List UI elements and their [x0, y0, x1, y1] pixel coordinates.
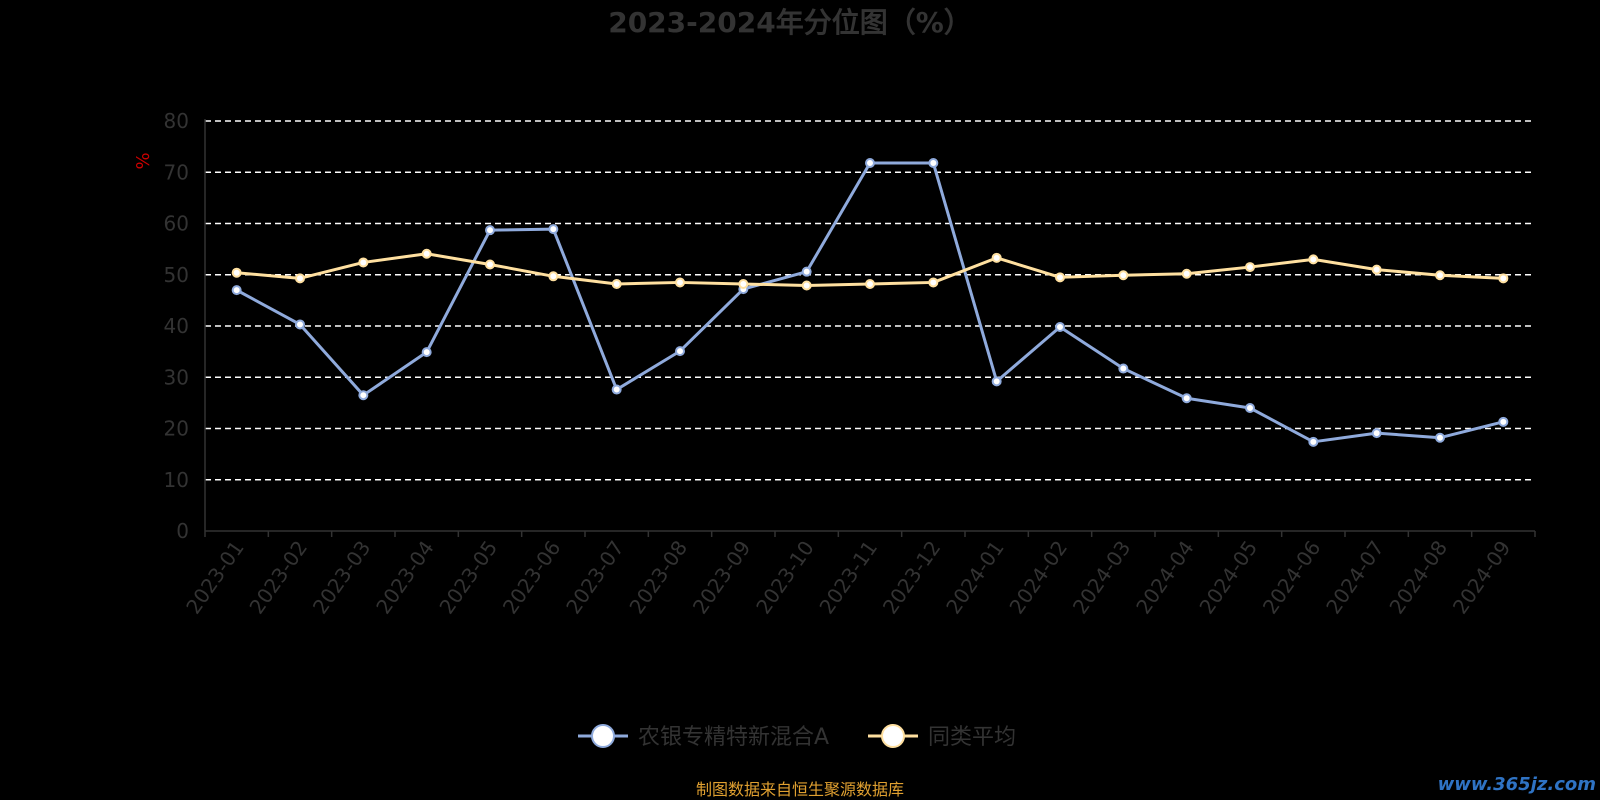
data-point[interactable] — [1435, 432, 1445, 443]
data-point[interactable] — [1498, 416, 1509, 427]
x-tick-label: 2023-05 — [434, 536, 502, 618]
x-tick-label: 2023-11 — [814, 536, 882, 618]
data-point[interactable] — [421, 347, 432, 358]
y-tick-label: 50 — [164, 263, 189, 287]
x-tick-label: 2024-02 — [1004, 536, 1072, 618]
legend-label: 农银专精特新混合A — [638, 725, 829, 750]
data-point[interactable] — [1498, 273, 1509, 284]
x-tick-label: 2024-06 — [1258, 536, 1326, 618]
data-point[interactable] — [865, 278, 875, 289]
y-tick-label: 30 — [164, 365, 189, 389]
x-tick-label: 2023-12 — [878, 536, 946, 618]
data-point[interactable] — [421, 248, 432, 259]
data-point[interactable] — [1118, 363, 1129, 374]
data-point[interactable] — [358, 257, 369, 268]
data-point[interactable] — [1371, 428, 1382, 439]
x-axis-ticks: 2023-012023-022023-032023-042023-052023-… — [181, 536, 1515, 618]
chart-title: 2023-2024年分位图（%） — [608, 6, 972, 39]
x-tick-label: 2024-05 — [1194, 536, 1262, 618]
data-point[interactable] — [1245, 262, 1255, 273]
series-2 — [231, 248, 1509, 291]
data-point[interactable] — [1435, 270, 1445, 281]
data-point[interactable] — [991, 252, 1002, 263]
data-point[interactable] — [801, 280, 812, 291]
legend-item-2[interactable]: 同类平均 — [868, 724, 1016, 750]
data-point[interactable] — [295, 319, 305, 330]
x-tick-label: 2024-07 — [1321, 536, 1389, 618]
y-tick-label: 80 — [164, 109, 189, 133]
data-point[interactable] — [1118, 270, 1129, 281]
data-point[interactable] — [548, 224, 559, 235]
legend-item-1[interactable]: 农银专精特新混合A — [578, 724, 829, 750]
data-point[interactable] — [1245, 403, 1255, 413]
data-point[interactable] — [485, 225, 495, 236]
y-tick-label: 10 — [164, 468, 189, 492]
y-tick-label: 70 — [164, 160, 189, 184]
data-point[interactable] — [1181, 268, 1192, 279]
x-tick-label: 2023-06 — [498, 536, 566, 618]
data-point[interactable] — [611, 278, 622, 289]
x-tick-label: 2023-04 — [371, 536, 439, 618]
y-axis-unit-label: % — [133, 152, 154, 169]
data-source-note: 制图数据来自恒生聚源数据库 — [696, 780, 904, 799]
grid-lines — [205, 120, 1535, 481]
x-tick-label: 2023-09 — [688, 536, 756, 618]
series-line — [235, 161, 1504, 444]
legend-marker — [591, 724, 615, 748]
data-point[interactable] — [1055, 322, 1065, 333]
data-point[interactable] — [548, 271, 559, 282]
watermark: www.365jz.com — [1438, 774, 1596, 795]
y-tick-label: 20 — [164, 417, 189, 441]
data-point[interactable] — [801, 266, 812, 277]
x-tick-label: 2023-10 — [751, 536, 819, 618]
y-tick-label: 0 — [176, 519, 189, 543]
data-point[interactable] — [928, 158, 939, 169]
data-point[interactable] — [928, 277, 939, 288]
data-point[interactable] — [1308, 436, 1319, 447]
x-tick-label: 2023-08 — [624, 536, 692, 618]
y-tick-label: 60 — [164, 212, 189, 236]
data-point[interactable] — [1055, 272, 1065, 283]
data-point[interactable] — [358, 390, 369, 401]
data-point[interactable] — [675, 277, 685, 288]
series-layer — [231, 158, 1509, 447]
data-point[interactable] — [231, 267, 242, 278]
legend-marker — [881, 724, 905, 748]
axes — [204, 119, 1536, 537]
data-point[interactable] — [991, 376, 1002, 387]
data-point[interactable] — [295, 273, 305, 284]
x-tick-label: 2024-01 — [941, 536, 1009, 618]
x-tick-label: 2024-08 — [1384, 536, 1452, 618]
data-point[interactable] — [738, 278, 749, 289]
y-axis-ticks: 0 10 20 30 40 50 60 70 80 — [164, 109, 189, 543]
x-tick-label: 2023-03 — [308, 536, 376, 618]
x-tick-label: 2023-02 — [244, 536, 312, 618]
data-point[interactable] — [231, 285, 242, 296]
data-point[interactable] — [485, 259, 495, 270]
y-tick-label: 40 — [164, 314, 189, 338]
x-tick-label: 2024-09 — [1448, 536, 1516, 618]
series-1 — [231, 158, 1509, 447]
x-tick-label: 2024-04 — [1131, 536, 1199, 618]
legend-label: 同类平均 — [928, 725, 1016, 750]
data-point[interactable] — [1181, 393, 1192, 404]
data-point[interactable] — [1308, 254, 1319, 265]
data-point[interactable] — [675, 346, 685, 357]
x-tick-label: 2023-07 — [561, 536, 629, 618]
x-tick-label: 2024-03 — [1068, 536, 1136, 618]
x-tick-label: 2023-01 — [181, 536, 249, 618]
data-point[interactable] — [865, 158, 875, 169]
data-point[interactable] — [1371, 264, 1382, 275]
data-point[interactable] — [611, 384, 622, 395]
legend[interactable]: 农银专精特新混合A 同类平均 — [578, 724, 1016, 750]
